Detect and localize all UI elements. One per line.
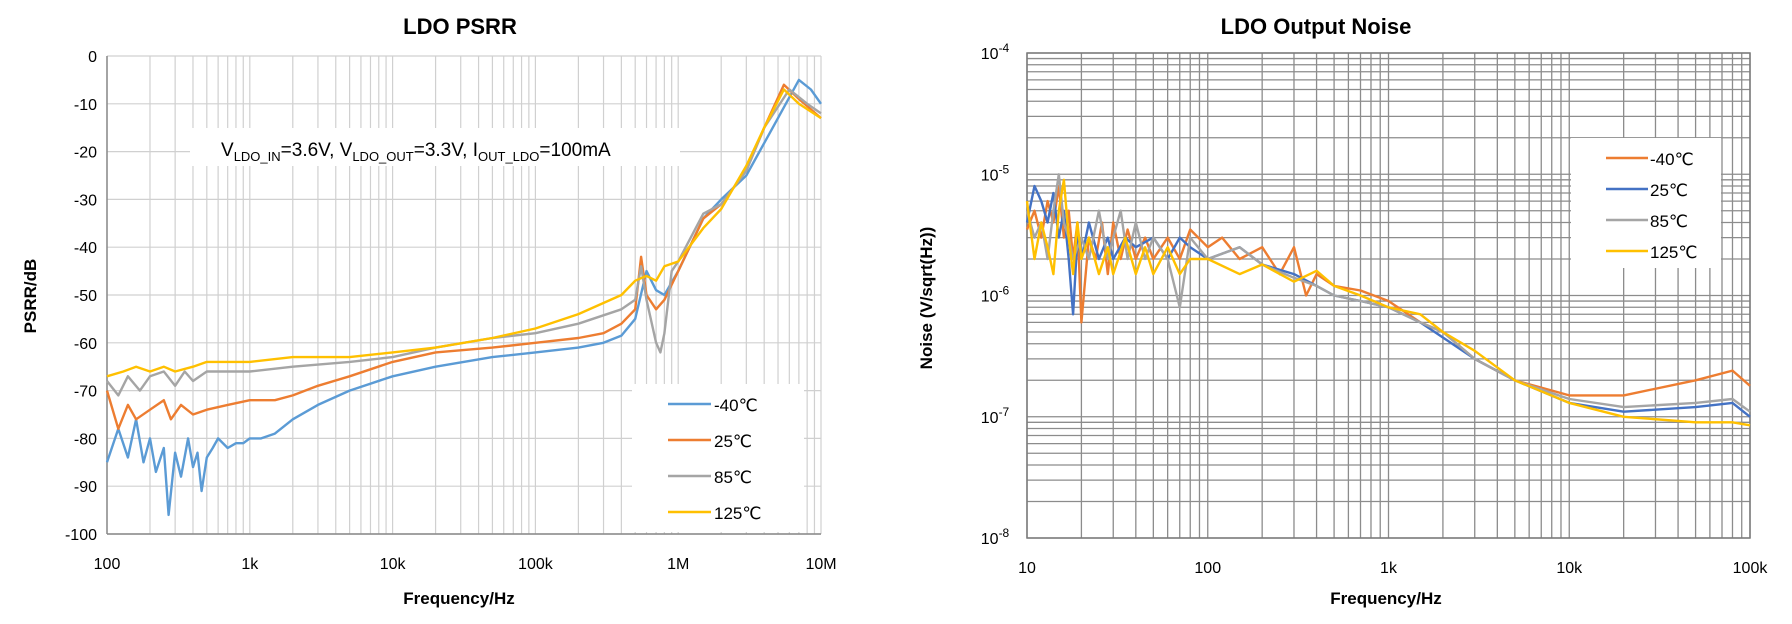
psrr-chart-title: LDO PSRR	[403, 14, 517, 39]
psrr-chart-panel: LDO PSRR 0 -10 -20 -30 -40 -50 -60 -70 -80 -90 -10…	[21, 14, 837, 608]
psrr-series-line-3	[106, 88, 822, 378]
noise-y-tick-label: 10-8	[981, 526, 1010, 548]
psrr-x-tick-label: 100	[94, 556, 121, 573]
noise-y-tick-label: 10-6	[981, 284, 1010, 306]
annot-sub1: LDO_IN	[234, 149, 281, 164]
noise-x-tick-label: 1k	[1380, 560, 1398, 577]
annot-t2: =3.3V, I	[414, 140, 478, 161]
psrr-y-tick-label: -80	[74, 431, 97, 448]
psrr-plot-border	[106, 56, 821, 535]
psrr-legend-label: 25℃	[714, 432, 752, 451]
annot-t1: =3.6V, V	[281, 140, 353, 161]
psrr-series-line-2	[106, 88, 822, 397]
noise-legend: -40℃ 25℃ 85℃ 125℃	[1571, 138, 1721, 268]
psrr-y-tick-label: -20	[74, 145, 97, 162]
noise-x-tick-label: 100k	[1733, 560, 1769, 577]
psrr-y-tick-label: -40	[74, 240, 97, 257]
noise-series	[1025, 173, 1751, 427]
noise-chart-panel: LDO Output Noise 10-4 10-5 10-6 10-7 10-8 10…	[896, 0, 1792, 624]
noise-legend-label: 85℃	[1650, 212, 1688, 231]
noise-grid	[1026, 52, 1751, 539]
psrr-y-tick-label: -100	[65, 527, 97, 544]
noise-y-axis-title: Noise (V/sqrt(Hz))	[917, 227, 936, 370]
psrr-y-tick-label: 0	[88, 49, 97, 66]
psrr-annotation-bg	[190, 128, 680, 166]
noise-x-tick-label: 10	[1018, 560, 1036, 577]
psrr-y-tick-label: -90	[74, 479, 97, 496]
noise-y-tick-label: 10-4	[981, 41, 1010, 63]
noise-plot-border	[1026, 52, 1751, 539]
psrr-legend-label: 85℃	[714, 468, 752, 487]
psrr-legend: -40℃ 25℃ 85℃ 125℃	[632, 384, 804, 532]
noise-x-axis-title: Frequency/Hz	[1330, 589, 1441, 608]
noise-series-line-3	[1025, 178, 1751, 427]
psrr-chart: 0-10-20-30-40-50-60-70-80-90-100 100 1k 10…	[21, 49, 837, 608]
noise-chart-title: LDO Output Noise	[1220, 14, 1412, 39]
noise-legend-label: 25℃	[1650, 181, 1688, 200]
psrr-legend-label: 125℃	[714, 504, 761, 523]
psrr-x-tick-label: 100k	[518, 556, 554, 573]
psrr-x-tick-label: 10k	[380, 556, 407, 573]
noise-y-ticks: 10-4 10-5 10-6 10-7 10-8	[981, 41, 1010, 548]
psrr-y-tick-label: -50	[74, 288, 97, 305]
annot-sub3: OUT_LDO	[478, 149, 539, 164]
annot-t3: =100mA	[539, 140, 611, 161]
psrr-y-tick-label: -30	[74, 192, 97, 209]
psrr-y-tick-label: -70	[74, 384, 97, 401]
psrr-x-tick-label: 1M	[667, 556, 689, 573]
psrr-y-tick-label: -10	[74, 97, 97, 114]
noise-legend-label: 125℃	[1650, 243, 1697, 262]
psrr-annotation: VLDO_IN=3.6V, VLDO_OUT=3.3V, IOUT_LDO=10…	[190, 128, 680, 166]
noise-series-line-2	[1025, 173, 1751, 413]
psrr-annotation-text: VLDO_IN=3.6V, VLDO_OUT=3.3V, IOUT_LDO=10…	[221, 140, 611, 164]
psrr-y-tick-label: -60	[74, 336, 97, 353]
annot-v1: V	[221, 140, 234, 161]
noise-x-tick-label: 10k	[1556, 560, 1583, 577]
psrr-series	[105, 78, 822, 517]
psrr-y-ticks: 0 -10 -20 -30 -40 -50 -60 -70 -80 -90 -100	[65, 49, 97, 544]
psrr-legend-box	[632, 384, 804, 532]
psrr-x-tick-label: 10M	[805, 556, 836, 573]
psrr-x-tick-label: 1k	[241, 556, 259, 573]
annot-sub2: LDO_OUT	[352, 149, 413, 164]
psrr-series-line-1	[105, 83, 822, 430]
noise-legend-label: -40℃	[1650, 150, 1694, 169]
noise-plot-frame	[1026, 52, 1751, 539]
noise-x-ticks: 10 100 1k 10k 100k	[1018, 560, 1768, 577]
noise-chart: 10-4 10-5 10-6 10-7 10-8 10 100 1k 10k 100k -40℃…	[917, 41, 1768, 608]
psrr-y-axis-title: PSRR/dB	[21, 259, 40, 334]
noise-legend-box	[1571, 138, 1721, 268]
psrr-legend-label: -40℃	[714, 396, 758, 415]
psrr-x-axis-title: Frequency/Hz	[403, 589, 514, 608]
noise-y-tick-label: 10-7	[981, 405, 1010, 427]
noise-x-tick-label: 100	[1194, 560, 1221, 577]
noise-y-tick-label: 10-5	[981, 162, 1010, 184]
psrr-x-ticks: 100 1k 10k 100k 1M 10M	[94, 556, 837, 573]
